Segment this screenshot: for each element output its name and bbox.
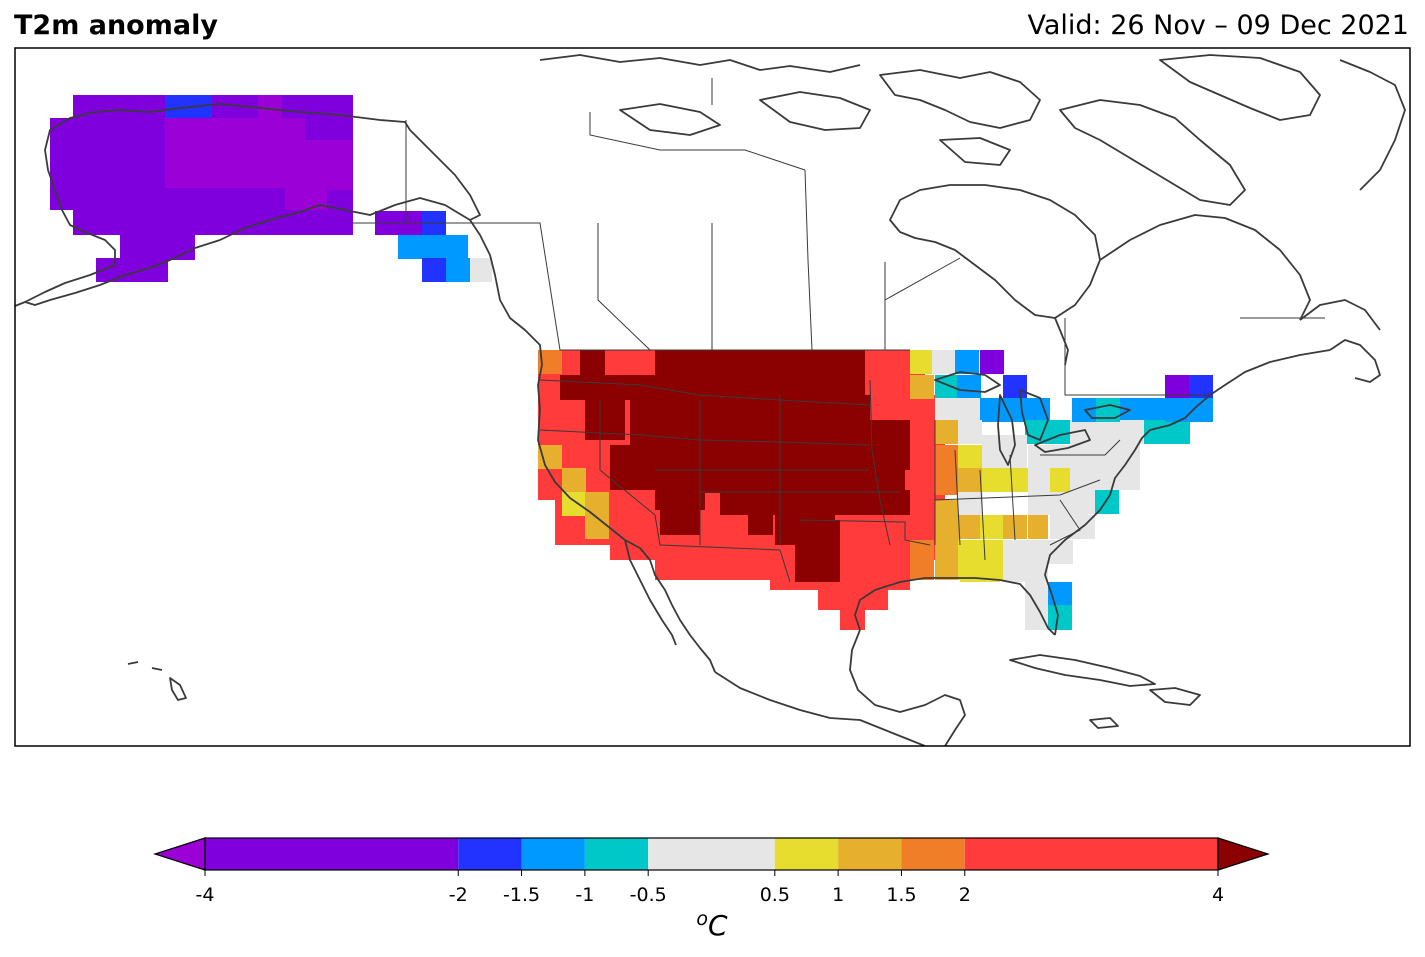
anomaly-cell — [120, 235, 195, 260]
anomaly-cell — [258, 95, 282, 118]
anomaly-cell — [705, 445, 905, 493]
anomaly-cell — [980, 350, 1004, 374]
coastlines-and-borders — [15, 54, 1406, 746]
anomaly-cell — [1005, 468, 1029, 492]
anomaly-cell — [980, 515, 1005, 539]
colorbar-segment — [901, 838, 965, 870]
anomaly-cell — [958, 492, 983, 516]
anomaly-cell — [935, 500, 959, 540]
anomaly-cell — [470, 258, 492, 282]
anomaly-cell — [960, 562, 1000, 582]
anomaly-cell — [398, 235, 468, 259]
colorbar-segment — [521, 838, 585, 870]
anomaly-cell — [580, 350, 605, 380]
anomaly-cell — [910, 350, 934, 374]
anomaly-cell — [795, 520, 840, 582]
anomaly-cell — [422, 258, 446, 282]
anomaly-cell — [935, 540, 959, 580]
anomaly-cell — [1165, 398, 1213, 422]
anomaly-cell — [840, 600, 865, 630]
colorbar-under-arrow — [153, 837, 206, 871]
colorbar-tick-label: -2 — [449, 884, 468, 906]
anomaly-cell — [1048, 605, 1072, 630]
colorbar-over-arrow — [1217, 837, 1270, 871]
anomaly-cells — [50, 95, 1213, 630]
anomaly-cell — [958, 468, 982, 492]
anomaly-cell — [1025, 605, 1049, 630]
anomaly-cell — [660, 500, 700, 535]
colorbar-tick-label: 1.5 — [886, 884, 916, 906]
anomaly-cell — [1142, 420, 1190, 444]
colorbar-tick-label: 0.5 — [760, 884, 790, 906]
anomaly-cell — [655, 350, 865, 400]
map-frame — [14, 47, 1411, 747]
anomaly-cell — [446, 258, 470, 282]
colorbar-ticks: -4 -2 -1.5 -1 -0.5 0.5 1 1.5 2 4 — [196, 870, 1224, 906]
map-title: T2m anomaly — [14, 10, 218, 41]
anomaly-cell — [957, 375, 981, 399]
anomaly-cell — [1028, 515, 1048, 539]
anomaly-cell — [1070, 490, 1095, 514]
anomaly-cell — [748, 510, 773, 535]
anomaly-cell — [958, 445, 982, 469]
colorbar-segment — [964, 838, 1218, 870]
anomaly-cell — [935, 420, 959, 444]
anomaly-cell — [305, 140, 352, 190]
colorbar-tick-label: 2 — [959, 884, 971, 906]
anomaly-cell — [585, 515, 609, 539]
anomaly-cell — [1003, 375, 1027, 399]
anomaly-cell — [50, 118, 75, 210]
colorbar-segment — [648, 838, 775, 870]
anomaly-cell — [1003, 562, 1048, 582]
colorbar-tick-label: -0.5 — [630, 884, 667, 906]
anomaly-cell — [1095, 445, 1140, 469]
anomaly-cell — [165, 118, 305, 188]
political-borders — [352, 78, 1325, 583]
anomaly-cell — [932, 350, 956, 374]
anomaly-cell — [910, 375, 934, 399]
anomaly-cell — [982, 435, 1027, 473]
colorbar-segments — [205, 838, 1218, 870]
anomaly-cell — [875, 445, 910, 470]
anomaly-cell — [630, 395, 870, 445]
anomaly-cell — [562, 492, 586, 516]
anomaly-cell — [935, 398, 980, 422]
anomaly-cell — [610, 445, 655, 490]
anomaly-cell — [562, 468, 586, 492]
anomaly-cell — [955, 350, 979, 374]
colorbar-frame — [204, 837, 1219, 871]
anomaly-cell — [980, 398, 1050, 422]
colorbar-tick-label: -4 — [196, 884, 215, 906]
anomaly-cell — [655, 440, 705, 510]
anomaly-cell — [910, 540, 934, 580]
anomaly-cell — [285, 188, 327, 210]
valid-date-label: Valid: 26 Nov – 09 Dec 2021 — [1027, 10, 1409, 41]
colorbar-segment — [774, 838, 839, 870]
colorbar-segment — [584, 838, 649, 870]
colorbar-segment — [838, 838, 902, 870]
colorbar-tick-label: 1 — [832, 884, 844, 906]
colorbar-tick-label: -1 — [575, 884, 594, 906]
colorbar-segment — [458, 838, 522, 870]
anomaly-cell — [982, 468, 1006, 492]
colorbar-segment — [205, 838, 459, 870]
colorbar-unit-label: oC — [696, 908, 728, 942]
colorbar-tick-label: -1.5 — [503, 884, 540, 906]
anomaly-cell — [958, 420, 982, 444]
anomaly-cell — [958, 515, 982, 539]
colorbar-tick-label: 4 — [1212, 884, 1224, 906]
anomaly-cell — [96, 258, 168, 282]
